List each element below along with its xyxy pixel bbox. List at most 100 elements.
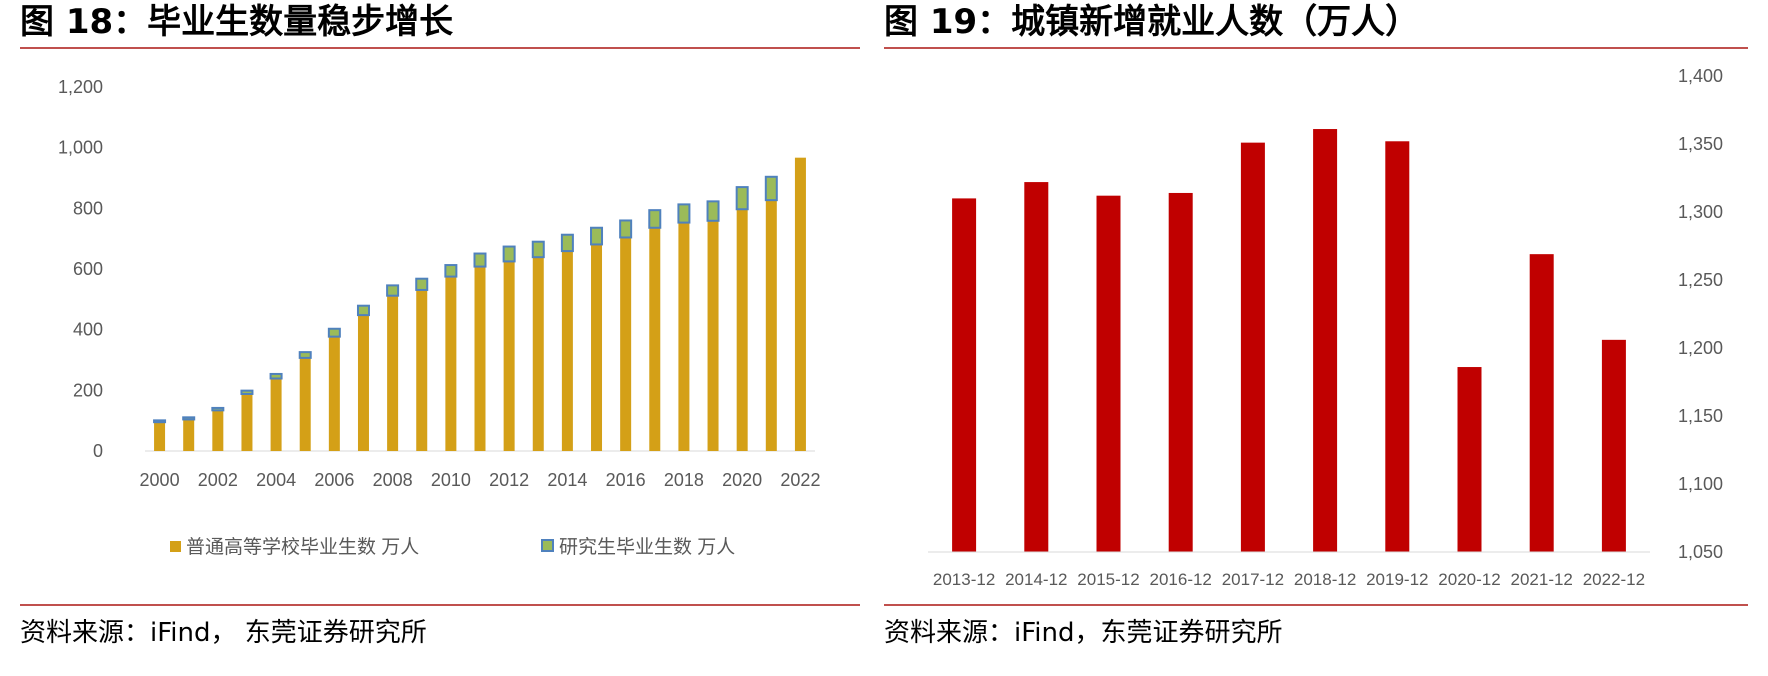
undergrad-bar: [474, 266, 486, 451]
x-tick-label: 2013-12: [933, 570, 995, 589]
y-tick-label: 1,200: [1678, 338, 1723, 358]
x-tick-label: 2018-12: [1294, 570, 1356, 589]
grad-bar: [590, 226, 604, 246]
undergrad-bar: [212, 410, 224, 451]
employment-bar: [1529, 254, 1554, 552]
x-tick-label: 2017-12: [1222, 570, 1284, 589]
x-tick-label: 2010: [431, 470, 471, 490]
grad-bar: [356, 304, 370, 317]
x-tick-label: 2002: [198, 470, 238, 490]
y-tick-label: 1,350: [1678, 134, 1723, 154]
legend-label-grad: 研究生毕业生数 万人: [559, 536, 735, 558]
grad-bar: [735, 186, 749, 211]
x-tick-label: 2018: [664, 470, 704, 490]
grad-bar: [182, 416, 196, 421]
grad-bar: [298, 351, 312, 359]
y-tick-label: 600: [73, 259, 103, 279]
grad-bar: [415, 277, 429, 291]
right-source-rule: [884, 604, 1748, 606]
y-tick-label: 1,150: [1678, 406, 1723, 426]
grad-bar: [677, 203, 691, 224]
left-title-rule: [20, 47, 860, 49]
grad-bar: [269, 372, 283, 380]
right-title-rule: [884, 47, 1748, 49]
x-tick-label: 2019-12: [1366, 570, 1428, 589]
undergrad-bar: [328, 336, 340, 451]
grad-bar: [619, 219, 633, 239]
x-tick-label: 2012: [489, 470, 529, 490]
grad-bar: [444, 264, 458, 278]
undergrad-bar: [270, 378, 282, 451]
undergrad-bar: [299, 357, 311, 451]
undergrad-bar: [532, 257, 544, 451]
employment-chart: 1,050 1,100 1,150 1,200 1,250 1,300 1,350 1,400…: [928, 66, 1723, 589]
y-tick-label: 400: [73, 320, 103, 340]
grad-bar: [473, 252, 487, 268]
undergrad-bar: [707, 220, 719, 451]
y-tick-label: 1,000: [58, 138, 103, 158]
undergrad-bar: [387, 295, 399, 451]
undergrad-bar: [678, 222, 690, 451]
grad-bar: [327, 327, 341, 338]
grad-bar: [648, 209, 662, 229]
grad-bar: [211, 406, 225, 412]
x-tick-label: 2020-12: [1438, 570, 1500, 589]
undergrad-bar: [620, 237, 632, 451]
y-tick-label: 1,250: [1678, 270, 1723, 290]
y-tick-label: 1,100: [1678, 474, 1723, 494]
undergrad-bar: [503, 261, 515, 451]
legend-swatch-undergrad: [170, 541, 181, 552]
x-tick-label: 2014: [547, 470, 587, 490]
employment-bar: [1385, 141, 1410, 552]
employment-bar: [1240, 142, 1265, 552]
undergrad-bar: [416, 289, 428, 451]
undergrad-bar: [765, 200, 777, 451]
grad-bar: [706, 200, 720, 222]
y-tick-label: 1,200: [58, 77, 103, 97]
y-tick-label: 800: [73, 198, 103, 218]
grad-bar: [502, 245, 516, 263]
employment-bar: [1168, 192, 1193, 552]
undergrad-bar: [649, 227, 661, 451]
grad-bar: [531, 240, 545, 259]
grad-bar: [386, 284, 400, 297]
x-tick-label: 2016: [606, 470, 646, 490]
employment-bar: [1096, 195, 1121, 552]
legend-swatch-grad: [541, 539, 554, 552]
undergrad-bar: [241, 393, 253, 451]
left-source-rule: [20, 604, 860, 606]
undergrad-bar: [736, 209, 748, 451]
undergrad-bar: [794, 157, 806, 451]
grad-bar: [153, 419, 167, 424]
legend-label-undergrad: 普通高等学校毕业生数 万人: [186, 536, 419, 558]
undergrad-bar: [561, 251, 573, 451]
x-tick-label: 2015-12: [1077, 570, 1139, 589]
x-tick-label: 2016-12: [1150, 570, 1212, 589]
undergrad-bar: [591, 244, 603, 451]
employment-bar: [1601, 339, 1626, 552]
x-tick-label: 2022: [780, 470, 820, 490]
y-tick-label: 1,300: [1678, 202, 1723, 222]
employment-bar: [952, 198, 977, 552]
y-tick-label: 1,050: [1678, 542, 1723, 562]
x-tick-label: 2008: [373, 470, 413, 490]
graduates-chart: 0 200 400 600 800 1,000 1,200 2000 2002 2004 2006 2…: [58, 77, 821, 558]
left-source-note: 资料来源：iFind， 东莞证券研究所: [20, 618, 427, 648]
right-source-note: 资料来源：iFind，东莞证券研究所: [884, 618, 1283, 648]
x-tick-label: 2004: [256, 470, 296, 490]
employment-bar: [1457, 367, 1482, 552]
undergrad-bar: [357, 315, 369, 451]
x-tick-label: 2020: [722, 470, 762, 490]
y-tick-label: 1,400: [1678, 66, 1723, 86]
grad-bar: [764, 175, 778, 202]
right-chart-title: 图 19：城镇新增就业人数（万人）: [884, 2, 1420, 42]
employment-bar: [1313, 129, 1338, 553]
grad-bar: [240, 389, 254, 395]
left-chart-title: 图 18：毕业生数量稳步增长: [20, 2, 454, 42]
x-tick-label: 2022-12: [1583, 570, 1645, 589]
y-tick-label: 200: [73, 380, 103, 400]
x-tick-label: 2014-12: [1005, 570, 1067, 589]
x-tick-label: 2006: [314, 470, 354, 490]
grad-bar: [560, 233, 574, 253]
